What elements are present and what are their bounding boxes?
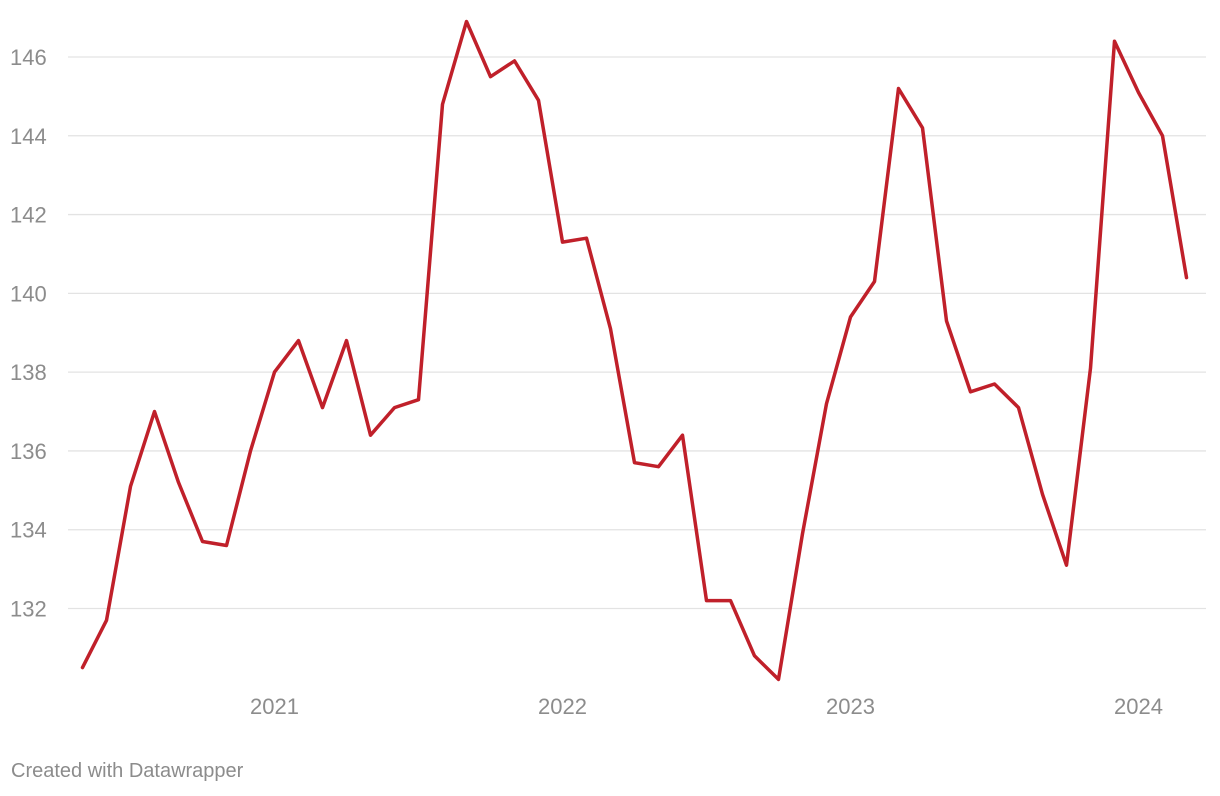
x-tick-label-2022: 2022	[538, 694, 587, 719]
x-tick-label-2021: 2021	[250, 694, 299, 719]
y-tick-label-132: 132	[10, 597, 47, 622]
series-line-0	[80, 19, 1189, 682]
y-tick-label-142: 142	[10, 203, 47, 228]
y-tick-label-146: 146	[10, 45, 47, 70]
x-tick-label-2023: 2023	[826, 694, 875, 719]
series-lines	[80, 19, 1189, 682]
y-tick-label-144: 144	[10, 124, 47, 149]
y-tick-label-134: 134	[10, 518, 47, 543]
credit-text: Created with Datawrapper	[11, 760, 244, 782]
y-tick-label-136: 136	[10, 439, 47, 464]
x-axis-labels: 2021 2022 2023 2024	[250, 694, 1163, 719]
y-tick-label-138: 138	[10, 360, 47, 385]
y-axis-labels: 132 134 136 138 140 142 144 146	[10, 45, 47, 622]
y-tick-label-140: 140	[10, 281, 47, 306]
grid-lines	[68, 56, 1206, 610]
x-tick-label-2024: 2024	[1114, 694, 1163, 719]
